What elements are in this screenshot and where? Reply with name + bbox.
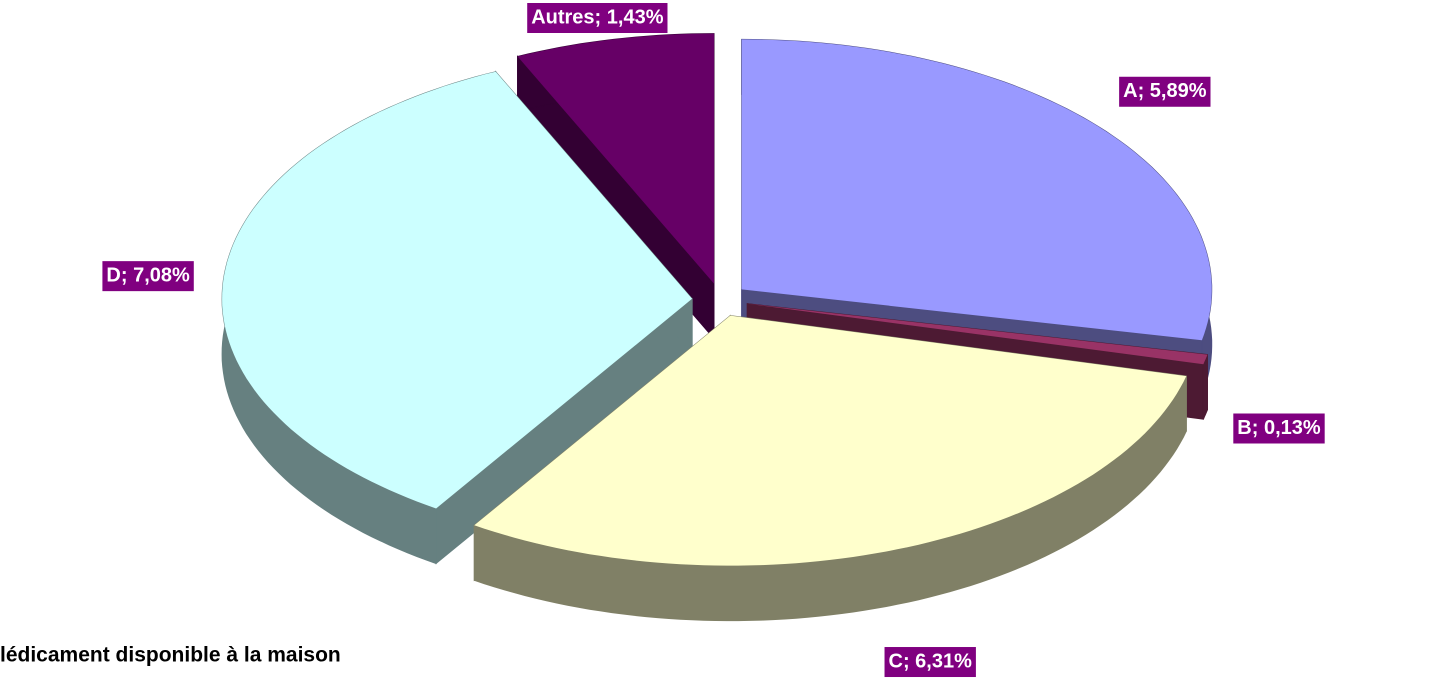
slice [741,39,1212,341]
slice [222,71,693,509]
data-label: C; 6,31% [889,650,973,672]
chart-title: lédicament disponible à la maison [0,644,341,667]
data-label-bg [102,261,194,292]
data-label-bg [884,647,976,678]
data-label-bg [1119,76,1211,107]
slice [747,303,1208,365]
data-label-bg [527,3,668,33]
data-label: B; 0,13% [1237,417,1321,439]
data-label-bg [1233,413,1325,444]
slice-tops [222,33,1212,566]
data-labels: A; 5,89% B; 0,13% C; 6,31% D; 7,08% Autres; … [102,3,1325,678]
slice [517,33,714,284]
slice [474,315,1187,566]
data-label: D; 7,08% [106,264,190,286]
slice-side [1202,354,1208,420]
data-label: A; 5,89% [1123,80,1207,102]
data-label: Autres; 1,43% [531,6,663,28]
